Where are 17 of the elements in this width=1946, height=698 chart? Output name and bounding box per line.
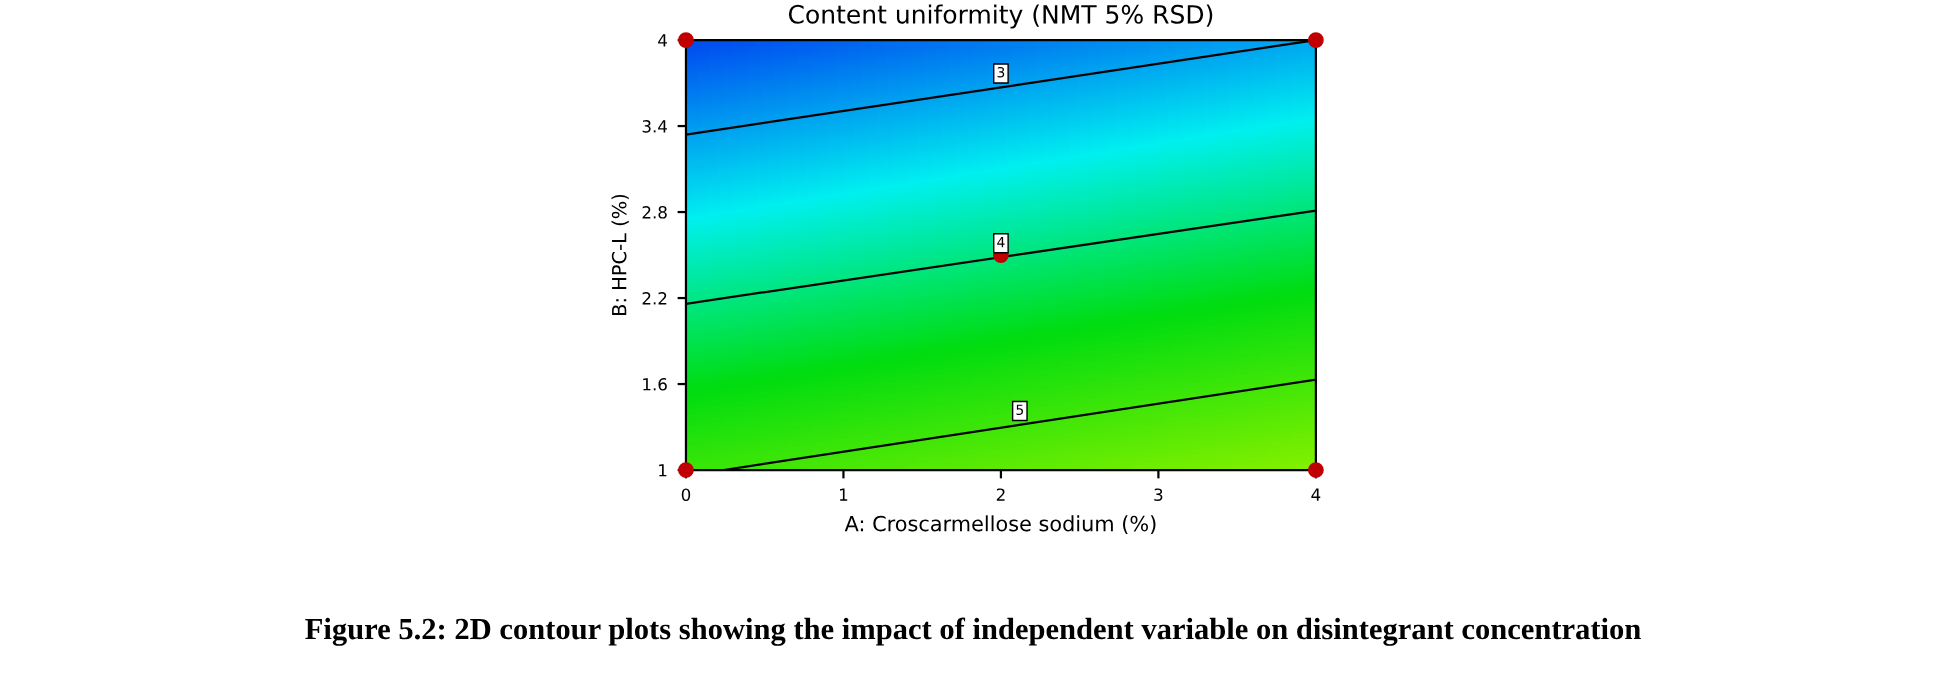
y-tick-label: 1: [659, 464, 667, 477]
y-axis-title: B: HPC-L (%): [611, 194, 629, 315]
y-tick-label: 2.2: [642, 292, 667, 305]
x-tick-label: 4: [1311, 488, 1321, 501]
point: [1307, 462, 1324, 478]
x-axis-title: A: Croscarmellose sodium (%): [844, 515, 1156, 534]
x-tick-label: 1: [839, 488, 848, 501]
chart-title: Content uniformity (NMT 5% RSD): [788, 4, 1213, 29]
x-tick-label: 2: [996, 488, 1005, 501]
y-tick-label: 4: [658, 34, 667, 47]
x-tick-label: 0: [681, 488, 691, 501]
y-tick-label: 3.4: [642, 120, 667, 133]
point: [1307, 32, 1324, 48]
caption: Figure 5.2: 2D contour plots showing the impact of independent variable on disintegrant concentration: [305, 617, 1641, 646]
y-tick-label: 2.8: [642, 206, 667, 219]
y-tick-label: 1.6: [643, 378, 667, 391]
x-tick-label: 3: [1154, 488, 1163, 501]
